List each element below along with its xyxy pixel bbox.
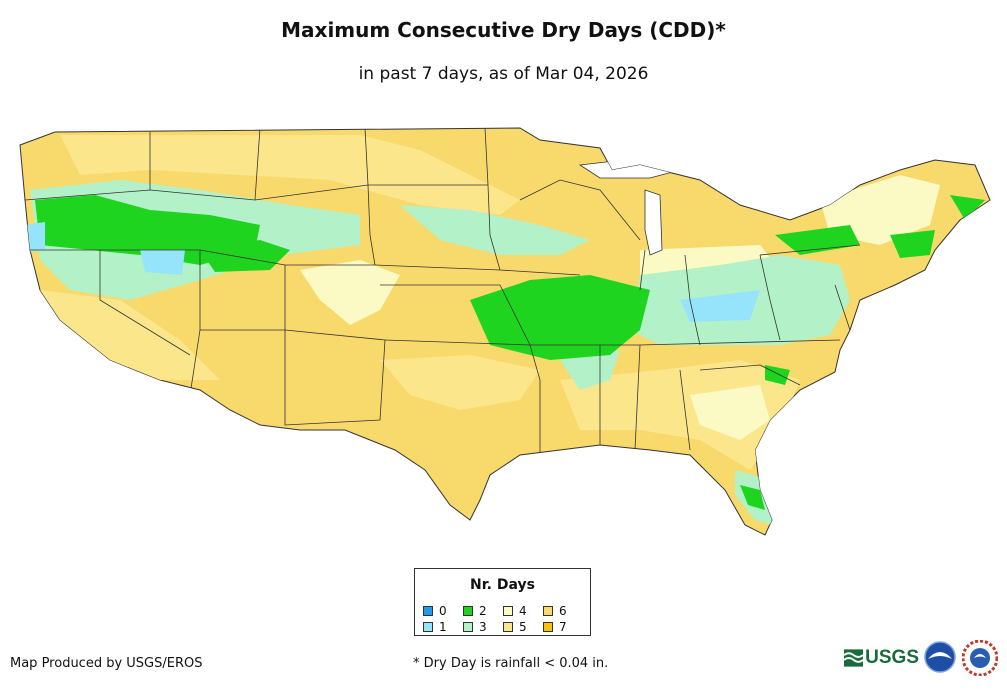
zone-1-oregon-coast	[25, 222, 45, 252]
zone-2-carolina	[765, 365, 790, 385]
legend-item-4: 4	[503, 603, 543, 618]
state-boundaries	[24, 128, 861, 455]
map-credit: Map Produced by USGS/EROS	[10, 656, 203, 671]
legend-item-3: 3	[463, 619, 503, 634]
legend-item-1: 1	[423, 619, 463, 634]
legend-item-0: 0	[423, 603, 463, 618]
usgs-wave-icon	[844, 649, 864, 667]
legend-swatch	[543, 621, 553, 632]
legend-swatch	[463, 605, 473, 616]
zone-2-new-england	[890, 230, 935, 258]
legend-item-2: 2	[463, 603, 503, 618]
zone-2-maine	[950, 195, 985, 220]
legend-item-7: 7	[543, 619, 583, 634]
legend-item-5: 5	[503, 619, 543, 634]
zone-3-central	[400, 205, 590, 255]
map-title: Maximum Consecutive Dry Days (CDD)*	[281, 18, 726, 42]
zone-4-southeast	[690, 385, 770, 440]
zone-4-colorado	[300, 260, 400, 325]
noaa-logo	[924, 641, 956, 673]
zone-2-nevada-utah	[200, 240, 290, 272]
legend-swatch	[503, 621, 513, 632]
legend-swatch	[463, 621, 473, 632]
legend-title: Nr. Days	[470, 577, 535, 593]
dry-day-footnote: * Dry Day is rainfall < 0.04 in.	[413, 656, 609, 671]
zone-3-arkansas	[560, 350, 620, 390]
legend-items: 0 1 2 3 4 5 6 7	[423, 603, 583, 634]
legend-swatch	[423, 605, 433, 616]
nws-logo	[962, 640, 998, 676]
zone-5-west	[40, 290, 220, 380]
legend-item-6: 6	[543, 603, 583, 618]
zone-5-north	[60, 135, 520, 215]
legend-swatch	[423, 621, 433, 632]
zone-1-nevada	[140, 250, 185, 275]
legend-swatch	[543, 605, 553, 616]
legend: Nr. Days 0 1 2 3 4 5 6 7	[414, 568, 591, 636]
legend-swatch	[503, 605, 513, 616]
usgs-wordmark: USGS	[865, 647, 919, 668]
zone-2-florida	[740, 485, 765, 510]
zone-2-northwest	[35, 195, 260, 265]
map-subtitle: in past 7 days, as of Mar 04, 2026	[358, 64, 649, 84]
usgs-logo: USGS	[844, 643, 919, 673]
lake-michigan	[644, 189, 663, 256]
zone-5-south	[380, 355, 540, 410]
zone-5-southeast	[560, 360, 800, 470]
zone-2-mississippi	[470, 275, 650, 360]
zone-1-kentucky	[680, 290, 760, 322]
